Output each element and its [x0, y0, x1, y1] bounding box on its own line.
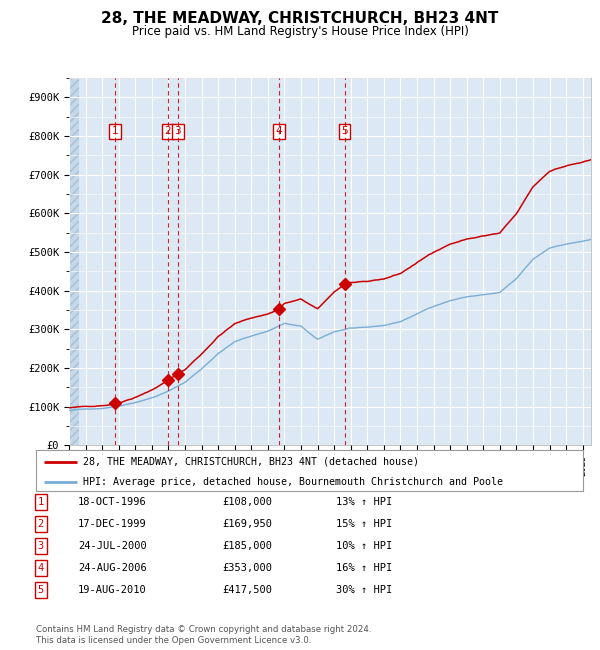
Text: Price paid vs. HM Land Registry's House Price Index (HPI): Price paid vs. HM Land Registry's House …	[131, 25, 469, 38]
Text: 24-JUL-2000: 24-JUL-2000	[78, 541, 147, 551]
Text: 28, THE MEADWAY, CHRISTCHURCH, BH23 4NT: 28, THE MEADWAY, CHRISTCHURCH, BH23 4NT	[101, 11, 499, 26]
Text: Contains HM Land Registry data © Crown copyright and database right 2024.
This d: Contains HM Land Registry data © Crown c…	[36, 625, 371, 645]
Text: 17-DEC-1999: 17-DEC-1999	[78, 519, 147, 529]
Text: 1: 1	[112, 126, 119, 136]
Text: 18-OCT-1996: 18-OCT-1996	[78, 497, 147, 507]
Text: £108,000: £108,000	[222, 497, 272, 507]
Text: 15% ↑ HPI: 15% ↑ HPI	[336, 519, 392, 529]
Text: 16% ↑ HPI: 16% ↑ HPI	[336, 563, 392, 573]
Text: 4: 4	[38, 563, 44, 573]
Text: £185,000: £185,000	[222, 541, 272, 551]
Text: 1: 1	[38, 497, 44, 507]
Text: 4: 4	[275, 126, 282, 136]
Text: 24-AUG-2006: 24-AUG-2006	[78, 563, 147, 573]
Text: 2: 2	[38, 519, 44, 529]
Text: £169,950: £169,950	[222, 519, 272, 529]
Text: HPI: Average price, detached house, Bournemouth Christchurch and Poole: HPI: Average price, detached house, Bour…	[83, 477, 503, 487]
Text: 5: 5	[38, 585, 44, 595]
Text: 2: 2	[164, 126, 171, 136]
Text: 19-AUG-2010: 19-AUG-2010	[78, 585, 147, 595]
Text: £353,000: £353,000	[222, 563, 272, 573]
Text: 3: 3	[38, 541, 44, 551]
Text: 5: 5	[341, 126, 348, 136]
Text: 3: 3	[175, 126, 181, 136]
Text: 10% ↑ HPI: 10% ↑ HPI	[336, 541, 392, 551]
Text: 13% ↑ HPI: 13% ↑ HPI	[336, 497, 392, 507]
Text: £417,500: £417,500	[222, 585, 272, 595]
Text: 30% ↑ HPI: 30% ↑ HPI	[336, 585, 392, 595]
Text: 28, THE MEADWAY, CHRISTCHURCH, BH23 4NT (detached house): 28, THE MEADWAY, CHRISTCHURCH, BH23 4NT …	[83, 457, 419, 467]
